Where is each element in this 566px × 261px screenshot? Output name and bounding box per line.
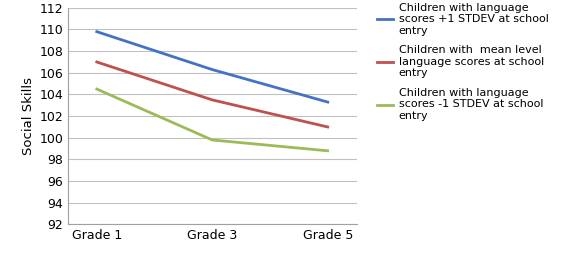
Y-axis label: Social Skills: Social Skills — [22, 77, 35, 155]
Legend: Children with language
scores +1 STDEV at school
entry, Children with  mean leve: Children with language scores +1 STDEV a… — [376, 3, 548, 121]
